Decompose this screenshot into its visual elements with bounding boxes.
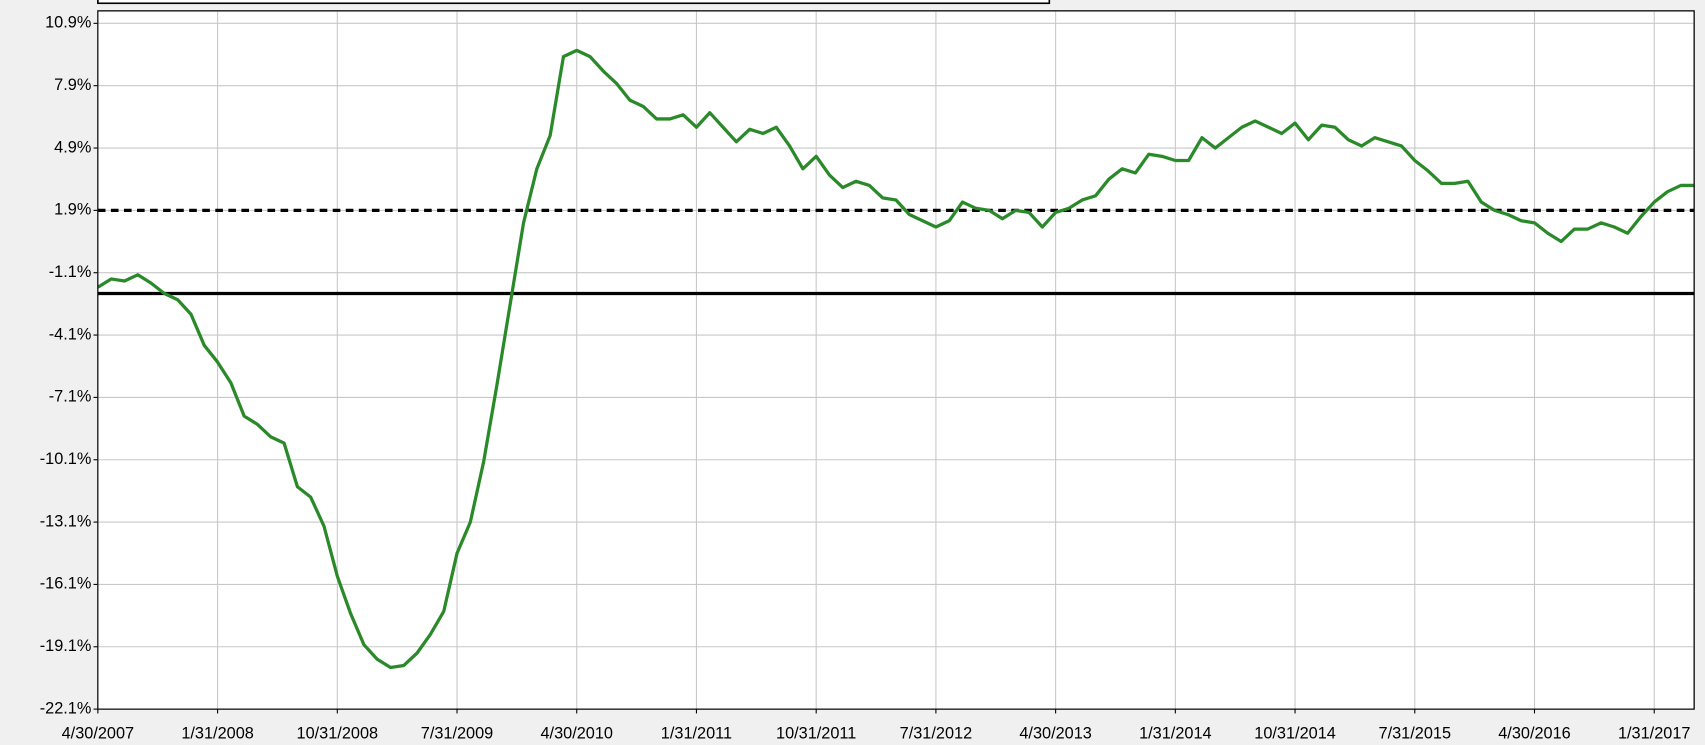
- x-tick-label: 4/30/2007: [62, 724, 135, 742]
- y-tick-label: -13.1%: [40, 512, 92, 530]
- y-tick-label: -4.1%: [49, 325, 92, 343]
- data-line: [96, 48, 1695, 670]
- x-tick-label: 4/30/2013: [1019, 724, 1092, 742]
- x-tick-label: 1/31/2008: [181, 724, 254, 742]
- y-tick-label: 10.9%: [45, 14, 91, 32]
- plot-border: [97, 10, 1695, 710]
- y-tick-label: -1.1%: [49, 263, 92, 281]
- y-tick-label: -10.1%: [40, 450, 92, 468]
- x-tick-label: 4/30/2010: [540, 724, 613, 742]
- y-tick-label: -19.1%: [40, 637, 92, 655]
- x-tick-label: 10/31/2011: [776, 724, 856, 742]
- y-tick-label: -16.1%: [40, 575, 92, 593]
- legend-box: [97, 0, 1051, 5]
- y-tick-label: -22.1%: [40, 699, 92, 717]
- x-tick-label: 1/31/2017: [1618, 724, 1691, 742]
- x-tick-label: 1/31/2011: [661, 724, 732, 742]
- x-tick-label: 10/31/2008: [297, 724, 379, 742]
- x-tick-label: 4/30/2016: [1498, 724, 1571, 742]
- y-tick-label: 4.9%: [54, 138, 91, 156]
- y-tick-label: -7.1%: [49, 388, 92, 406]
- x-tick-label: 7/31/2015: [1379, 724, 1452, 742]
- x-tick-label: 10/31/2014: [1254, 724, 1336, 742]
- x-tick-label: 7/31/2012: [900, 724, 973, 742]
- plot-area: [97, 10, 1695, 710]
- x-tick-label: 1/31/2014: [1139, 724, 1212, 742]
- plot-layer: 10.9% 7.9% 4.9% 1.9% -1.1% -4.1% -7.1% -10.1% -1…: [40, 10, 1695, 742]
- x-tick-label: 7/31/2009: [421, 724, 494, 742]
- y-tick-label: 1.9%: [54, 201, 91, 219]
- y-tick-label: 7.9%: [54, 76, 91, 94]
